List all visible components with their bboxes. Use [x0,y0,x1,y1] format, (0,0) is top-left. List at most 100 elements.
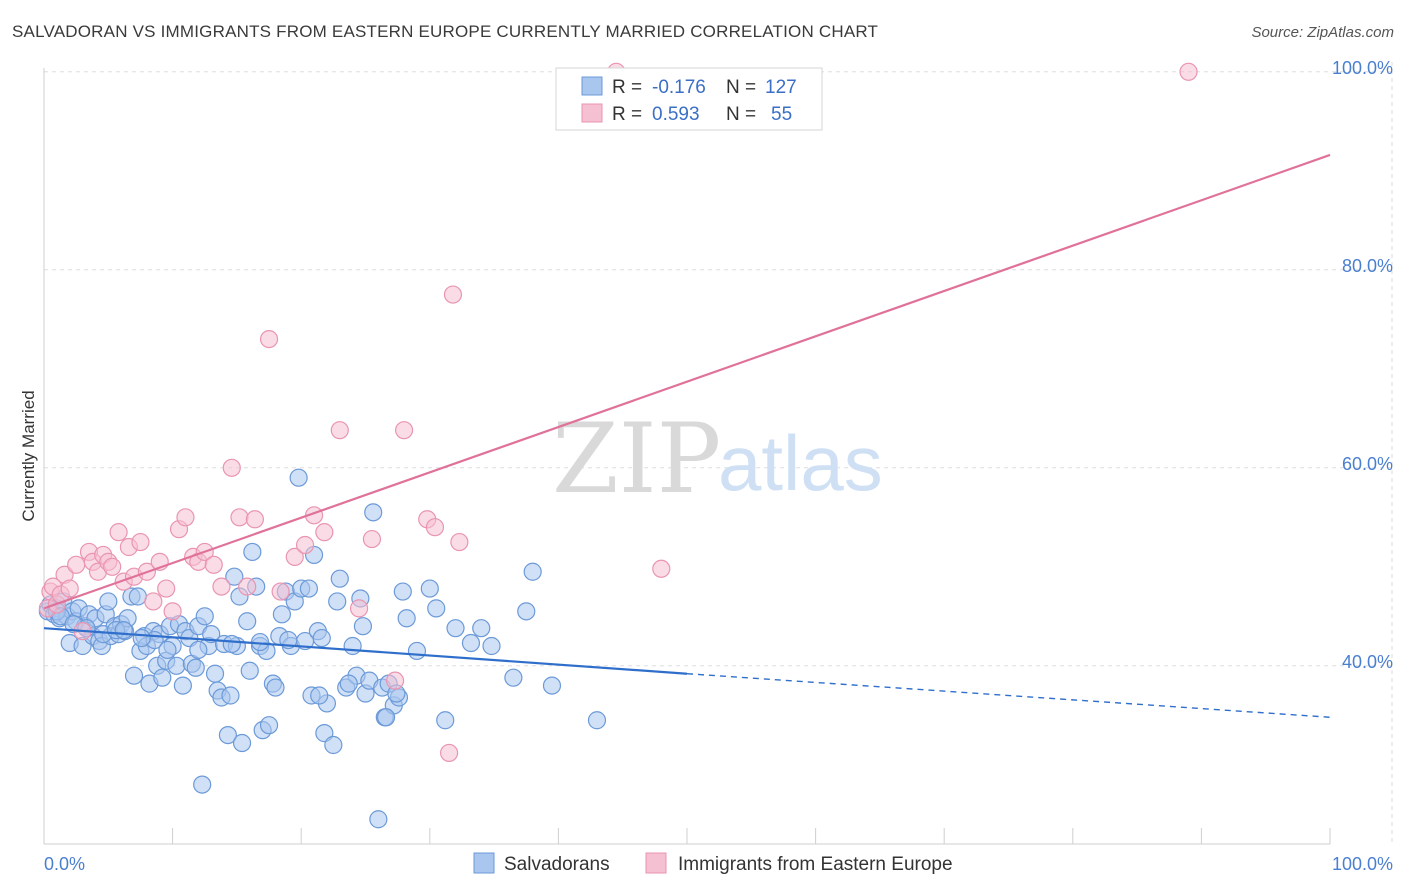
y-tick-label-3: 100.0% [1332,58,1393,78]
salvadoran-point-40 [167,656,186,675]
salvadoran-point-106 [407,641,427,661]
salvadoran-point-131 [310,686,329,705]
y-axis-title: Currently Married [19,390,38,521]
salvadoran-point-73 [272,605,292,624]
salvadoran-point-91 [343,636,362,656]
eastern-europe-point-19 [131,532,150,552]
eastern-europe-point-36 [259,330,279,349]
salvadoran-point-129 [222,634,241,654]
legend-n-label-2: N = [726,104,756,125]
salvadorans-trend-line [43,627,688,675]
salvadoran-point-80 [299,579,319,598]
eastern-europe-point-30 [204,555,223,574]
salvadoran-point-49 [195,607,214,626]
watermark-zip: ZIP [552,403,721,515]
chart-title: SALVADORAN VS IMMIGRANTS FROM EASTERN EU… [12,22,879,41]
eastern-europe-point-6 [60,579,79,598]
salvadoran-point-88 [328,592,347,611]
salvadoran-point-127 [158,640,177,660]
y-tick-labels: 40.0% 60.0% 80.0% 100.0% [1332,58,1393,672]
x-tick-label-0: 0.0% [44,854,85,874]
salvadoran-point-113 [482,636,501,656]
y-tick-label-1: 60.0% [1342,454,1393,474]
eastern-europe-point-46 [394,421,414,440]
salvadoran-point-136 [132,628,151,648]
eastern-europe-point-26 [176,508,195,527]
eastern-europe-point-35 [245,510,265,529]
salvadoran-point-132 [339,674,358,693]
salvadoran-point-84 [312,628,331,648]
salvadoran-point-110 [446,619,465,638]
eastern-europe-point-39 [295,535,315,555]
salvadoran-point-58 [225,567,244,586]
salvadoran-point-19 [99,592,118,611]
bottom-legend-swatch-pink [645,852,667,874]
salvadoran-point-56 [218,725,237,745]
eastern-europe-point-21 [144,592,163,611]
bottom-legend-label-2: Immigrants from Eastern Europe [678,854,953,875]
source-label: Source: ZipAtlas.com [1251,24,1394,41]
salvadorans-trend-extension [686,673,1331,718]
eastern-europe-point-41 [315,523,334,542]
salvadoran-point-46 [186,658,205,677]
legend-n-label-1: N = [726,77,756,98]
salvadoran-point-77 [289,468,308,487]
trend-lines [43,153,1331,718]
salvadoran-point-36 [153,668,172,687]
legend-swatch-blue [581,76,603,96]
legend-r-label-1: R = [612,77,642,98]
salvadoran-point-135 [189,640,208,660]
salvadoran-point-118 [587,711,607,730]
bottom-legend: Salvadorans Immigrants from Eastern Euro… [473,852,953,875]
y-tick-label-0: 40.0% [1342,652,1393,672]
salvadoran-point-109 [436,711,455,730]
eastern-europe-point-33 [230,508,249,527]
eastern-europe-point-32 [222,458,241,477]
salvadoran-point-64 [243,542,262,562]
eastern-europe-point-50 [443,285,463,304]
y-tick-label-2: 80.0% [1342,256,1393,276]
salvadoran-point-42 [173,676,192,695]
salvadoran-point-48 [193,775,212,794]
eastern-europe-point-45 [385,671,405,690]
salvadoran-point-128 [376,708,396,727]
salvadoran-point-94 [353,617,373,636]
x-tick-label-1: 100.0% [1332,854,1393,874]
salvadoran-point-27 [124,666,144,685]
salvadoran-point-111 [461,633,481,653]
legend-r-value-1: -0.176 [652,77,706,98]
eastern-europe-point-48 [425,518,445,537]
x-tick-labels: 0.0% 100.0% [44,854,1393,874]
legend-r-value-2: 0.593 [652,104,700,125]
legend-swatch-pink [581,103,603,123]
salvadoran-point-89 [330,569,349,588]
salvadoran-point-28 [128,587,147,606]
salvadoran-point-107 [420,579,439,598]
salvadoran-point-105 [397,609,416,628]
salvadoran-point-112 [472,619,491,638]
bottom-legend-swatch-blue [473,852,495,874]
eastern-europe-point-23 [157,579,176,598]
salvadoran-point-115 [517,602,536,621]
legend-n-value-2: 55 [771,104,792,125]
salvadoran-point-98 [369,810,388,829]
salvadoran-point-87 [324,735,343,755]
eastern-europe-point-43 [349,599,369,618]
salvadoran-point-108 [427,599,446,618]
salvadoran-point-51 [202,625,221,644]
salvadoran-point-97 [364,503,383,522]
eastern-europe-point-34 [238,577,257,596]
eastern-europe-point-49 [439,743,459,763]
eastern-europe-point-15 [109,523,128,542]
eastern-europe-point-44 [362,529,382,549]
salvadoran-point-62 [238,612,257,631]
eastern-europe-point-7 [67,555,86,574]
eastern-europe-point-51 [450,532,469,552]
salvadoran-point-104 [393,582,412,601]
salvadoran-point-117 [542,676,562,695]
salvadoran-point-63 [240,661,259,680]
watermark-atlas: atlas [718,419,883,507]
x-axis [43,68,1331,845]
eastern-europe-point-38 [285,547,304,567]
eastern-europe-point-37 [271,582,290,601]
